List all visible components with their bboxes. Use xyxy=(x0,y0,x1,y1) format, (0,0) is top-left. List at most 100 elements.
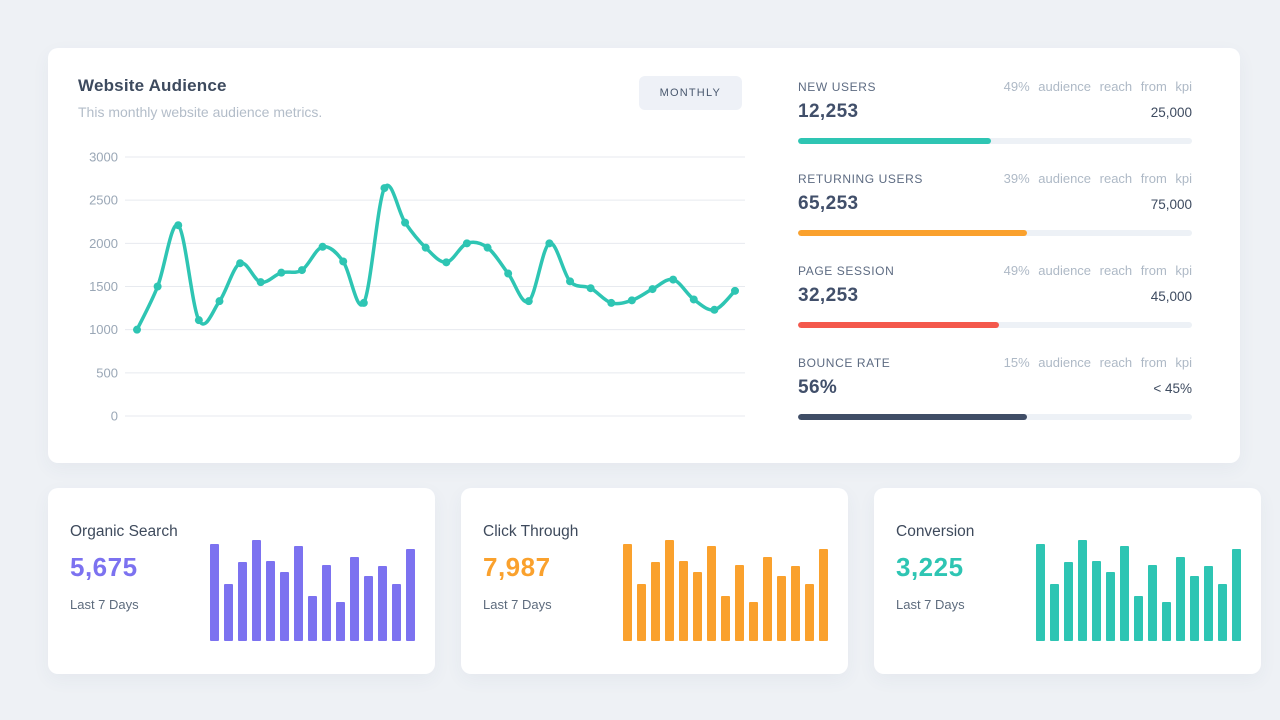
stat-caption: Last 7 Days xyxy=(896,597,965,612)
bar xyxy=(749,601,758,641)
svg-text:1500: 1500 xyxy=(89,279,118,294)
bar xyxy=(1092,561,1101,641)
stat-value: 5,675 xyxy=(70,552,138,582)
bar xyxy=(210,544,219,641)
kpi-value: 32,253 xyxy=(798,285,859,306)
kpi-label: RETURNING USERS xyxy=(798,172,924,186)
kpi-progress-fill xyxy=(798,322,999,328)
website-audience-card: Website Audience This monthly website au… xyxy=(48,48,1240,463)
stat-title: Organic Search xyxy=(70,523,178,540)
card-header: Website Audience This monthly website au… xyxy=(78,76,748,120)
kpi-reach-text: 39% audience reach from kpi xyxy=(1003,171,1192,186)
stat-title: Click Through xyxy=(483,523,579,540)
stat-card-row: Organic Search 5,675 Last 7 Days Click T… xyxy=(48,488,1261,674)
bar xyxy=(406,549,415,641)
bar xyxy=(336,601,345,641)
bar xyxy=(1204,566,1213,641)
kpi-target: 75,000 xyxy=(1150,197,1192,212)
conversion-card: Conversion 3,225 Last 7 Days xyxy=(874,488,1261,674)
bar xyxy=(1078,540,1087,641)
bar xyxy=(1106,572,1115,641)
bar xyxy=(1036,544,1045,641)
organic-search-bar-chart xyxy=(210,540,415,641)
kpi-target: < 45% xyxy=(1153,381,1192,396)
bar xyxy=(308,595,317,641)
bar xyxy=(294,546,303,641)
stat-title: Conversion xyxy=(896,523,975,540)
bar xyxy=(651,562,660,641)
monthly-period-button[interactable]: MONTHLY xyxy=(638,76,742,110)
bar xyxy=(224,584,233,641)
bar xyxy=(1218,584,1227,641)
bar xyxy=(1232,549,1241,641)
kpi-progress-track xyxy=(798,414,1192,420)
bar xyxy=(637,584,646,641)
bar xyxy=(1190,576,1199,641)
kpi-progress-track xyxy=(798,230,1192,236)
kpi-reach-text: 49% audience reach from kpi xyxy=(1003,79,1192,94)
line-chart-svg: 0 500 1000 1500 2000 2500 3000 xyxy=(89,150,745,424)
conversion-bar-chart xyxy=(1036,540,1241,641)
bar xyxy=(238,562,247,641)
bar xyxy=(1064,562,1073,641)
bar xyxy=(1148,565,1157,641)
kpi-progress-track xyxy=(798,322,1192,328)
svg-text:2000: 2000 xyxy=(89,236,118,251)
audience-line-chart: 0 500 1000 1500 2000 2500 3000 xyxy=(78,146,748,423)
svg-text:1000: 1000 xyxy=(89,322,118,337)
bar xyxy=(1134,595,1143,641)
kpi-target: 25,000 xyxy=(1150,105,1192,120)
bar xyxy=(791,566,800,641)
bar xyxy=(665,540,674,641)
bar xyxy=(777,576,786,641)
click-through-card: Click Through 7,987 Last 7 Days xyxy=(461,488,848,674)
bar xyxy=(721,595,730,641)
bar xyxy=(707,546,716,641)
svg-text:2500: 2500 xyxy=(89,193,118,208)
svg-text:3000: 3000 xyxy=(89,150,118,165)
kpi-value: 65,253 xyxy=(798,193,859,214)
bar xyxy=(763,557,772,641)
kpi-value: 12,253 xyxy=(798,101,859,122)
bar xyxy=(392,584,401,641)
kpi-page-session: PAGE SESSION 49% audience reach from kpi… xyxy=(798,263,1192,328)
bar xyxy=(735,565,744,641)
bar xyxy=(623,544,632,641)
kpi-target: 45,000 xyxy=(1150,289,1192,304)
kpi-label: BOUNCE RATE xyxy=(798,356,891,370)
kpi-progress-fill xyxy=(798,414,1027,420)
bar xyxy=(679,561,688,641)
bar xyxy=(280,572,289,641)
bar xyxy=(252,540,261,641)
bar xyxy=(1050,584,1059,641)
bar xyxy=(693,572,702,641)
bar xyxy=(819,549,828,641)
svg-text:500: 500 xyxy=(96,365,118,380)
bar xyxy=(350,557,359,641)
audience-chart-section: Website Audience This monthly website au… xyxy=(78,76,748,443)
bar xyxy=(266,561,275,641)
bar xyxy=(378,566,387,641)
stat-value: 7,987 xyxy=(483,552,551,582)
organic-search-card: Organic Search 5,675 Last 7 Days xyxy=(48,488,435,674)
stat-text: Click Through 7,987 Last 7 Days xyxy=(483,516,623,648)
click-through-bar-chart xyxy=(623,540,828,641)
kpi-label: PAGE SESSION xyxy=(798,264,895,278)
bar xyxy=(1120,546,1129,641)
bar xyxy=(1176,557,1185,641)
bar xyxy=(1162,601,1171,641)
svg-text:0: 0 xyxy=(111,409,118,424)
stat-caption: Last 7 Days xyxy=(70,597,139,612)
kpi-column: NEW USERS 49% audience reach from kpi 12… xyxy=(798,76,1192,443)
kpi-new-users: NEW USERS 49% audience reach from kpi 12… xyxy=(798,79,1192,144)
stat-value: 3,225 xyxy=(896,552,964,582)
stat-text: Conversion 3,225 Last 7 Days xyxy=(896,516,1036,648)
kpi-returning-users: RETURNING USERS 39% audience reach from … xyxy=(798,171,1192,236)
bar xyxy=(805,584,814,641)
kpi-progress-fill xyxy=(798,138,992,144)
card-heading: Website Audience This monthly website au… xyxy=(78,76,322,120)
stat-text: Organic Search 5,675 Last 7 Days xyxy=(70,516,210,648)
page-subtitle: This monthly website audience metrics. xyxy=(78,104,323,120)
kpi-label: NEW USERS xyxy=(798,80,877,94)
kpi-reach-text: 49% audience reach from kpi xyxy=(1003,263,1192,278)
